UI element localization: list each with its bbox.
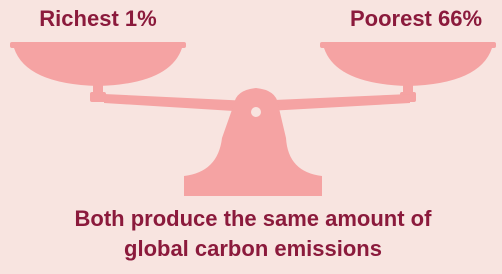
caption-line: Both produce the same amount of (75, 206, 433, 231)
illustration: Richest 1% Poorest 66% Both produce the … (0, 0, 502, 274)
caption-line: global carbon emissions (124, 236, 382, 261)
page: Richest 1% Poorest 66% Both produce the … (0, 0, 502, 274)
scale (10, 42, 496, 196)
right-label: Poorest 66% (350, 6, 482, 31)
pivot (251, 107, 261, 117)
left-label: Richest 1% (39, 6, 156, 31)
